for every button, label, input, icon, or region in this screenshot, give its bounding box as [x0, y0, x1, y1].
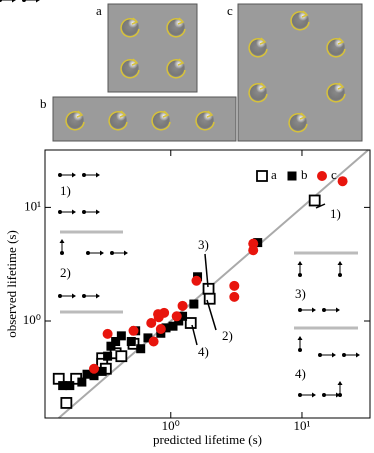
y-tick-label: 10⁰ — [23, 312, 41, 327]
data-point — [189, 299, 199, 309]
data-point — [203, 292, 216, 305]
x-axis-label: predicted lifetime (s) — [153, 432, 262, 447]
annotation: 4) — [295, 366, 306, 381]
panel-label: c — [227, 3, 233, 18]
data-point — [126, 336, 136, 346]
y-tick-label: 10¹ — [24, 198, 41, 213]
annotation: 4) — [198, 344, 209, 359]
data-point — [58, 381, 68, 391]
plot-frame — [44, 149, 371, 419]
x-tick-label: 10⁰ — [162, 418, 180, 433]
legend-label: b — [301, 167, 308, 182]
data-point — [60, 397, 73, 409]
callout-line — [204, 253, 209, 288]
legend-label: c — [331, 167, 337, 182]
data-point — [111, 336, 121, 346]
data-point — [184, 317, 197, 329]
data-point — [116, 331, 126, 341]
data-point — [89, 363, 100, 374]
data-point — [337, 176, 348, 187]
data-point — [115, 350, 128, 363]
data-point — [174, 316, 184, 326]
data-point — [248, 245, 259, 256]
legend-marker — [317, 171, 327, 181]
annotation: 2) — [60, 265, 71, 280]
data-point — [177, 300, 188, 311]
data-point — [82, 369, 92, 379]
panel-label: a — [96, 3, 102, 18]
data-point — [148, 336, 159, 347]
data-point — [103, 351, 113, 361]
data-point — [229, 291, 240, 302]
data-point — [106, 341, 116, 351]
data-point — [89, 371, 99, 381]
annotation: 3) — [198, 237, 209, 252]
annotation: 3) — [295, 286, 306, 301]
legend-marker — [287, 171, 297, 181]
data-point — [168, 321, 178, 331]
legend-label: a — [271, 167, 277, 182]
data-point — [143, 333, 153, 343]
annotation: 1) — [330, 206, 341, 221]
data-point — [65, 381, 75, 391]
data-point — [136, 344, 146, 354]
annotation: 1) — [60, 183, 71, 198]
panel-c — [237, 3, 363, 142]
panel-a — [107, 3, 198, 93]
panel-b — [52, 96, 237, 142]
insets — [0, 0, 361, 398]
legend-marker — [256, 170, 268, 182]
data-point — [77, 377, 87, 387]
data-point — [155, 324, 166, 335]
callout-line — [206, 299, 217, 331]
data-point — [153, 309, 164, 320]
data-point — [128, 325, 139, 336]
data-point — [146, 318, 157, 329]
callout-line — [191, 324, 198, 346]
data-point — [102, 328, 113, 339]
annotation: 2) — [222, 328, 233, 343]
data-point — [178, 311, 188, 321]
data-point — [308, 194, 321, 207]
callout-line — [315, 203, 326, 209]
panel-label: b — [40, 96, 47, 111]
data-point — [229, 280, 240, 291]
data-point — [97, 366, 107, 376]
data-point — [191, 275, 202, 286]
data-point — [161, 323, 171, 333]
x-tick-label: 10¹ — [294, 418, 311, 433]
y-axis-label: observed lifetime (s) — [4, 230, 19, 338]
data-point — [171, 311, 182, 322]
